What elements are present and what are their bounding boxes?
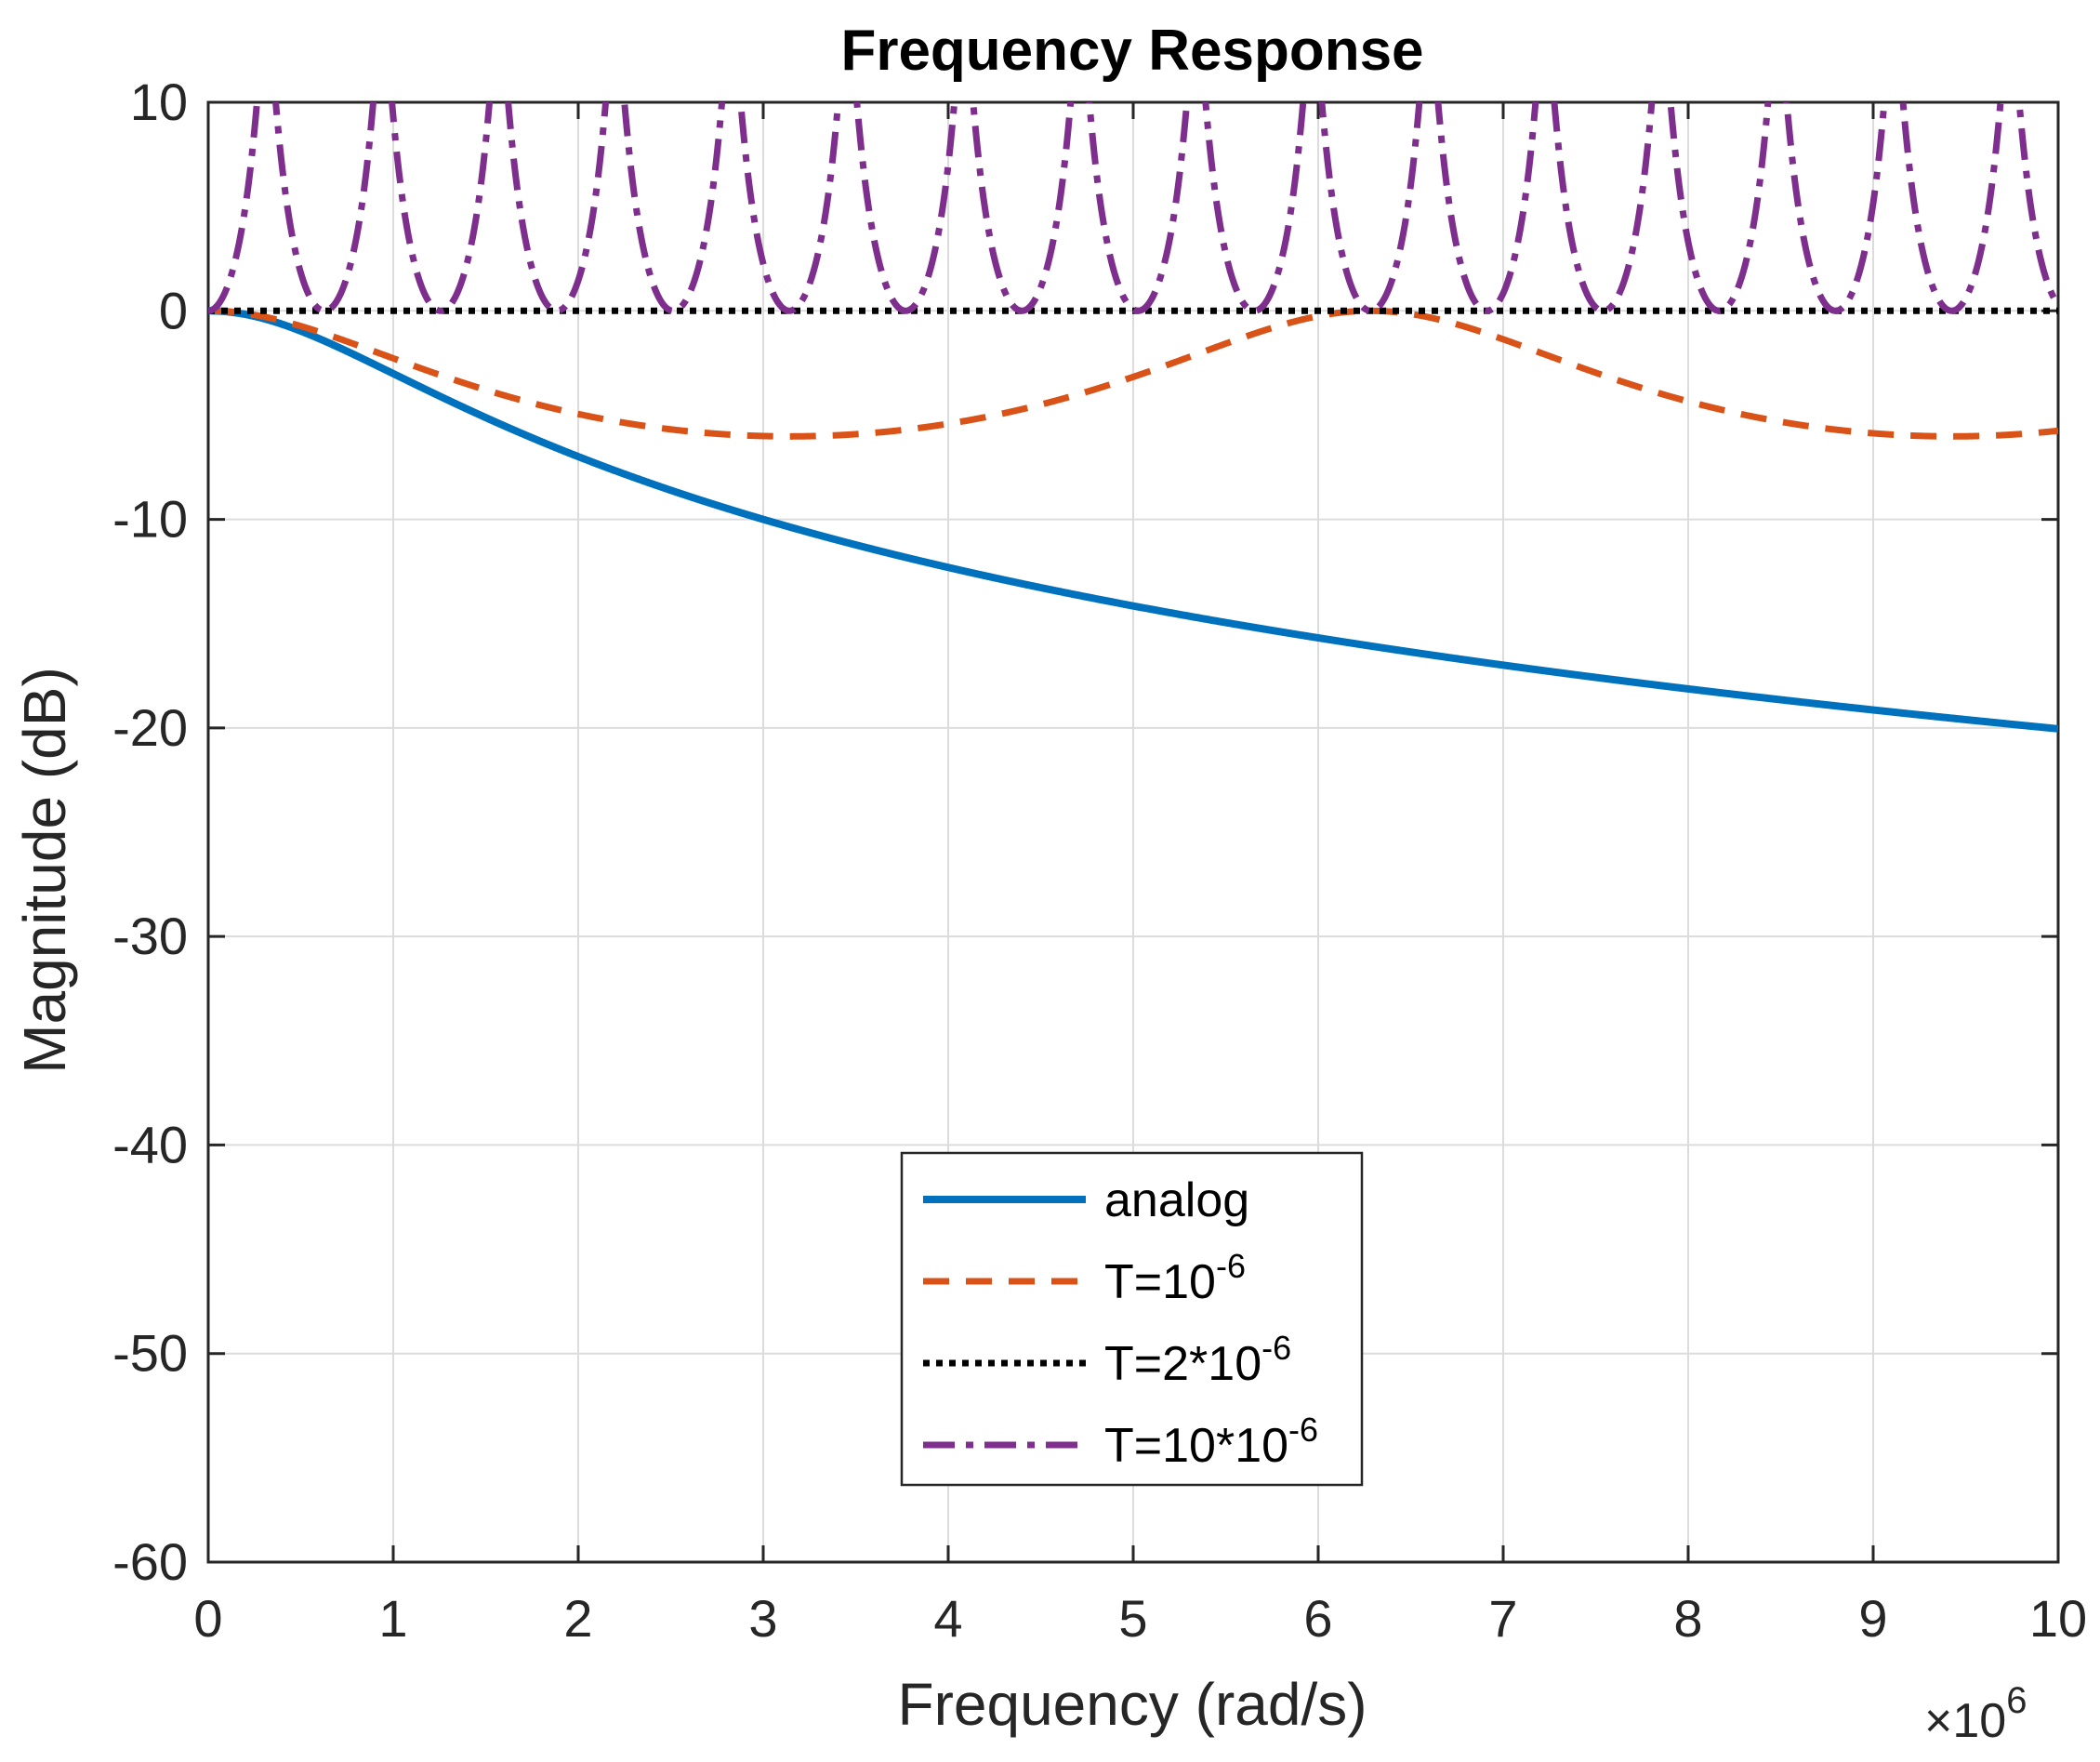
y-tick-label: -60 [112,1532,188,1591]
legend-box [900,1151,1364,1487]
series-line-2 [208,307,2058,440]
x-axis-label: Frequency (rad/s) [897,1671,1367,1738]
chart-title: Frequency Response [840,19,1423,83]
x-tick-label: 6 [1303,1589,1332,1648]
x-tick-label: 0 [193,1589,222,1648]
x-exponent-label: ×106 [1924,1680,2027,1748]
series-lines [208,102,2058,733]
x-tick-label: 7 [1488,1589,1517,1648]
y-tick-label: -40 [112,1115,188,1173]
series-line-4 [208,102,2058,314]
y-tick-label: -30 [112,907,188,965]
series-line-1 [208,307,2058,733]
x-tick-label: 3 [748,1589,777,1648]
legend-label: analog [1104,1173,1249,1227]
x-tick-label: 10 [2029,1589,2087,1648]
x-tick-label: 1 [378,1589,407,1648]
x-tick-label: 5 [1118,1589,1147,1648]
y-tick-label: -20 [112,698,188,757]
y-tick-label: -50 [112,1324,188,1383]
y-tick-label: 10 [130,73,188,131]
legend-label: T=10-6 [1104,1247,1246,1309]
y-tick-labels: 10 0 -10 -20 -30 -40 -50 -60 [112,73,188,1591]
y-tick-label: -10 [112,490,188,549]
x-tick-labels: 0 1 2 3 4 5 6 7 8 9 10 [193,1589,2087,1648]
x-tick-label: 8 [1673,1589,1702,1648]
y-axis-label: Magnitude (dB) [11,667,78,1074]
legend-label: T=10*10-6 [1104,1411,1318,1473]
x-tick-label: 9 [1858,1589,1887,1648]
legend: analog T=10-6 T=2*10-6 T=10*10-6 [900,1151,1364,1487]
x-tick-label: 4 [933,1589,962,1648]
x-tick-label: 2 [563,1589,592,1648]
y-tick-label: 0 [159,281,188,339]
legend-label: T=2*10-6 [1104,1329,1291,1391]
